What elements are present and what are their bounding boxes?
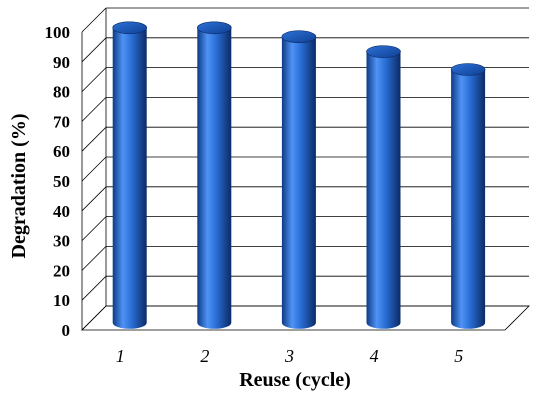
y-tick-label: 50 [53,172,70,191]
bar-body [451,69,486,329]
bar-body [197,27,232,329]
bar-body [112,27,147,329]
gridline-diagonal [81,216,107,241]
bar [366,45,401,329]
gridline-diagonal [81,97,107,122]
x-tick-label: 3 [284,346,294,366]
y-tick-label: 100 [45,23,71,42]
gridline-diagonal [81,126,107,152]
gridline-diagonal [81,275,107,301]
x-axis-title: Reuse (cycle) [239,369,351,391]
y-tick-label: 60 [53,142,70,161]
bar-top [366,45,401,58]
bar-top [112,21,147,35]
bars [112,21,486,329]
y-tick-label: 40 [53,202,70,221]
bar-top [450,63,486,76]
bar-top [281,30,317,44]
floor [81,305,530,331]
x-tick-label: 4 [370,346,379,366]
gridline-diagonal [81,67,107,92]
y-tick-label: 0 [62,321,71,340]
gridline-diagonal [81,156,107,182]
y-tick-label: 20 [53,261,70,280]
y-tick-label: 10 [53,291,70,310]
x-tick-labels: 1 2 3 4 5 [116,346,463,366]
y-tick-labels: 0 10 20 30 40 50 60 70 80 90 100 [45,23,71,340]
x-tick-label: 1 [116,346,125,366]
y-axis-title: Degradation (%) [8,114,30,259]
bar-body [366,51,401,329]
bar-top [197,21,232,35]
y-tick-label: 30 [53,232,70,251]
x-tick-label: 2 [200,346,209,366]
gridline-diagonal [81,246,107,271]
axes [81,8,530,331]
gridline-diagonal [81,37,107,63]
gridline-diagonal [81,186,107,212]
y-tick-label: 70 [53,112,70,131]
bar [112,21,147,329]
y-tick-label: 90 [53,53,70,72]
bar [197,21,232,329]
y-tick-label: 80 [53,83,70,102]
x-tick-label: 5 [454,346,463,366]
bar [281,30,317,329]
gridline-diagonal [81,7,107,33]
bar [450,63,486,329]
bar-body [281,36,316,329]
